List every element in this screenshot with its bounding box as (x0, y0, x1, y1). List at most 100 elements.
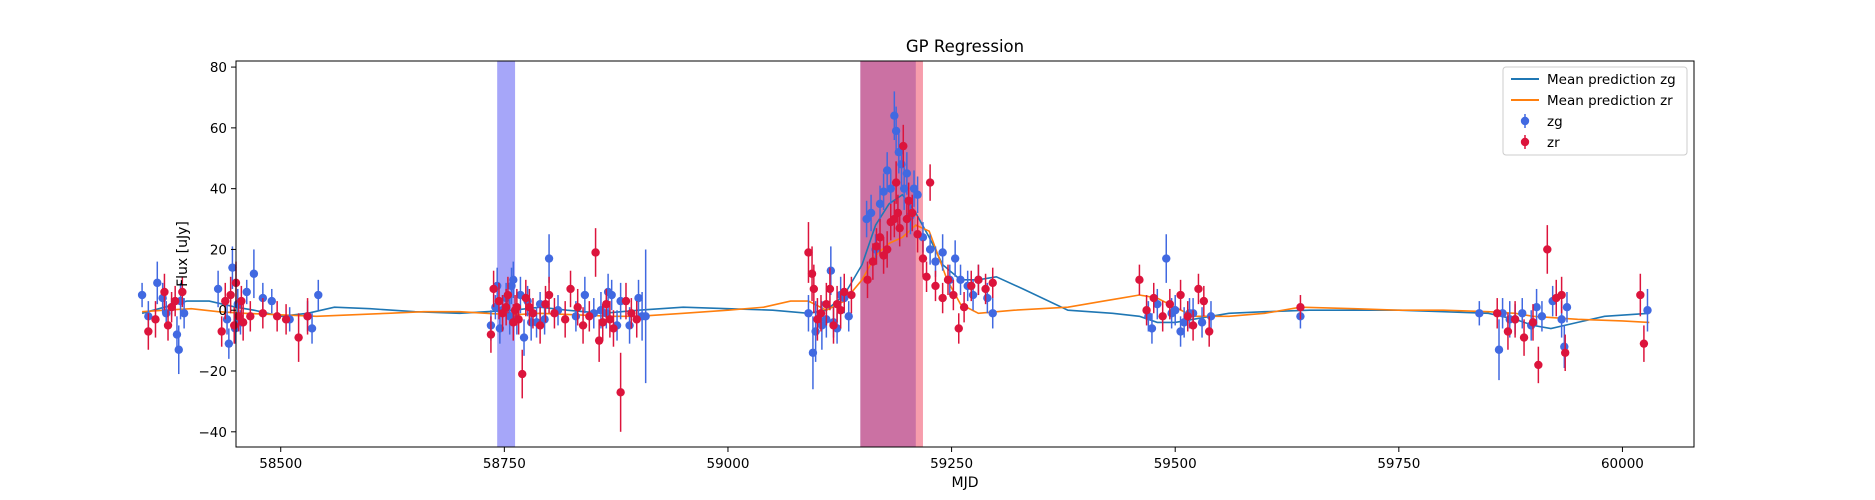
y-axis-label: Flux [uJy] (175, 221, 191, 287)
zr-point (627, 309, 636, 318)
zr-point (578, 321, 588, 330)
zr-point (560, 315, 570, 324)
zr-point (816, 309, 826, 318)
zr-point (281, 315, 291, 324)
zg-point (968, 290, 978, 300)
zg-point (509, 275, 518, 285)
zr-point (518, 369, 527, 379)
zg-point (862, 214, 871, 224)
zr-point (1149, 293, 1158, 303)
zr-point (163, 321, 173, 330)
zr-point (807, 269, 817, 278)
zr-point (525, 302, 534, 312)
x-tick-label: 59000 (706, 456, 749, 472)
zr-point (913, 230, 922, 239)
zr-point (605, 315, 615, 324)
data-points (137, 91, 1652, 432)
zr-point (1519, 333, 1529, 342)
y-tick-label: −20 (199, 364, 228, 380)
zg-point (875, 199, 885, 209)
zg-point (1197, 318, 1207, 327)
zr-point (899, 141, 908, 151)
zr-point (1204, 327, 1214, 336)
legend: Mean prediction zg Mean prediction zr zg zr (1502, 66, 1688, 156)
zr-point (1296, 302, 1305, 312)
zr-point (514, 315, 523, 324)
zr-point (498, 309, 507, 318)
zr-point (494, 296, 504, 306)
zr-point (943, 275, 953, 285)
zr-point (489, 284, 498, 294)
zr-point (585, 312, 594, 321)
zg-point (307, 324, 317, 333)
zg-point (1171, 306, 1180, 315)
zg-point (1475, 309, 1484, 318)
zg-point (988, 309, 997, 318)
zg-point (1562, 302, 1572, 312)
zr-point (918, 254, 928, 263)
zg-point (641, 312, 650, 321)
zg-point (938, 248, 947, 257)
zr-point (1636, 290, 1645, 300)
x-tick-label: 60000 (1601, 456, 1644, 472)
zr-point (1142, 306, 1151, 315)
zg-point (1494, 345, 1504, 354)
zr-point (879, 251, 888, 260)
zr-point (178, 287, 187, 297)
zg-point (172, 330, 182, 339)
zr-point (895, 223, 904, 233)
zr-point (238, 318, 248, 327)
zg-point (890, 111, 899, 120)
zg-point (228, 263, 237, 272)
series-zr (144, 124, 1649, 432)
zg-point (811, 327, 820, 336)
zr-point (144, 327, 153, 336)
zr-point (908, 208, 917, 218)
zg-point (1176, 327, 1185, 336)
zg-point (242, 287, 251, 297)
chart-title: GP Regression (906, 37, 1024, 56)
zg-point (1162, 254, 1171, 263)
zr-point (847, 290, 856, 300)
zr-point (1534, 360, 1543, 370)
zr-point (931, 281, 940, 291)
zg-point (983, 293, 992, 303)
zr-point (1493, 309, 1502, 318)
zr-point (890, 214, 899, 224)
zg-point (950, 254, 960, 263)
zg-point (540, 315, 549, 324)
zg-point (571, 312, 581, 321)
zr-point (868, 257, 878, 266)
zr-point (891, 178, 901, 187)
zr-point (1557, 290, 1566, 300)
zr-point (949, 290, 958, 300)
zr-point (967, 281, 976, 291)
zr-point (863, 275, 872, 285)
zr-point (954, 324, 963, 333)
zg-point (804, 309, 813, 318)
zr-point (226, 290, 235, 300)
zr-point (836, 306, 845, 315)
zr-point (621, 296, 631, 306)
zr-point (1158, 312, 1167, 321)
zg-point (879, 187, 888, 196)
zr-point (170, 296, 180, 306)
zr-point (1188, 321, 1198, 330)
zg-point (1153, 299, 1162, 309)
zg-point (519, 333, 529, 342)
zr-point (938, 293, 947, 303)
zr-point (988, 278, 997, 288)
zr-point (829, 321, 838, 330)
zr-point (632, 315, 641, 324)
zr-point (167, 302, 176, 312)
zr-point (486, 330, 496, 339)
zg-point (909, 184, 919, 193)
zg-point (882, 166, 892, 175)
zr-point (1503, 327, 1513, 336)
zr-point (616, 388, 625, 397)
zr-point (882, 245, 892, 254)
zg-point (213, 284, 223, 294)
zr-point (893, 208, 903, 218)
zg-point (1532, 302, 1541, 312)
